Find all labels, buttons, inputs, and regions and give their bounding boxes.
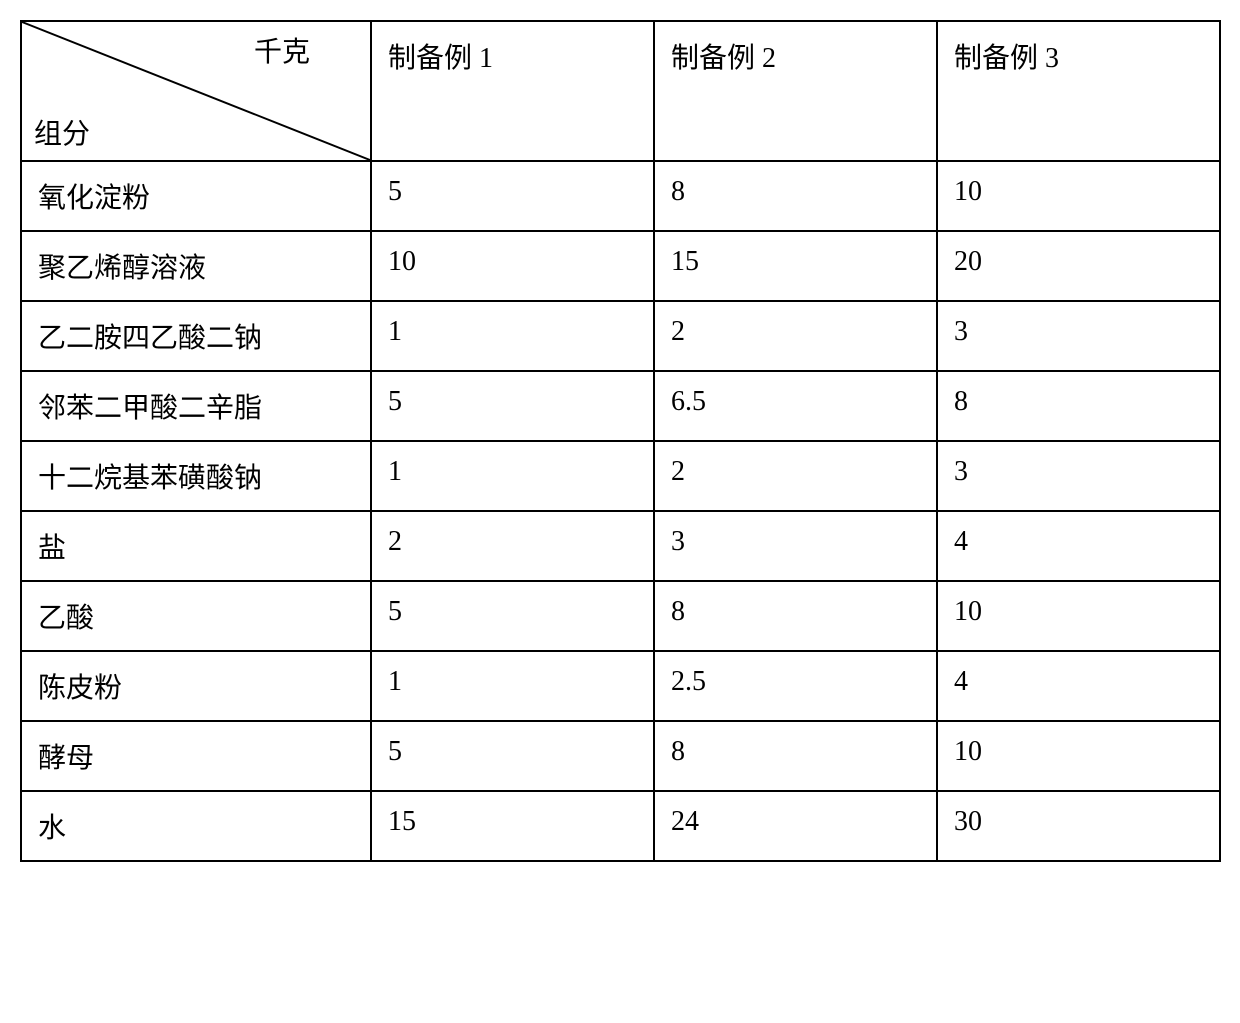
header-bottom-label: 组分 (34, 112, 90, 152)
row-value: 15 (371, 791, 654, 861)
row-label: 氧化淀粉 (21, 161, 371, 231)
row-value: 10 (371, 231, 654, 301)
row-value: 2 (371, 511, 654, 581)
row-value: 10 (937, 721, 1220, 791)
row-label: 盐 (21, 511, 371, 581)
row-value: 1 (371, 301, 654, 371)
row-value: 1 (371, 441, 654, 511)
row-value: 1 (371, 651, 654, 721)
column-header-label: 制备例 1 (388, 43, 493, 74)
table-row: 盐 2 3 4 (21, 511, 1220, 581)
row-label: 乙二胺四乙酸二钠 (21, 301, 371, 371)
table-row: 水 15 24 30 (21, 791, 1220, 861)
row-value: 20 (937, 231, 1220, 301)
row-value: 8 (654, 161, 937, 231)
row-value: 5 (371, 581, 654, 651)
row-value: 8 (654, 721, 937, 791)
row-value: 4 (937, 511, 1220, 581)
table-row: 乙二胺四乙酸二钠 1 2 3 (21, 301, 1220, 371)
row-value: 2 (654, 301, 937, 371)
row-value: 30 (937, 791, 1220, 861)
column-header-label: 制备例 3 (954, 43, 1059, 74)
row-value: 6.5 (654, 371, 937, 441)
column-header-label: 制备例 2 (671, 43, 776, 74)
table-body: 氧化淀粉 5 8 10 聚乙烯醇溶液 10 15 20 乙二胺四乙酸二钠 1 2… (21, 161, 1220, 861)
row-value: 3 (654, 511, 937, 581)
row-value: 10 (937, 581, 1220, 651)
row-value: 10 (937, 161, 1220, 231)
row-value: 15 (654, 231, 937, 301)
row-value: 3 (937, 301, 1220, 371)
row-value: 5 (371, 371, 654, 441)
row-value: 4 (937, 651, 1220, 721)
diagonal-header-cell: 千克 组分 (21, 21, 371, 161)
table-row: 陈皮粉 1 2.5 4 (21, 651, 1220, 721)
row-label: 酵母 (21, 721, 371, 791)
row-value: 2.5 (654, 651, 937, 721)
row-value: 8 (654, 581, 937, 651)
row-label: 聚乙烯醇溶液 (21, 231, 371, 301)
table-row: 聚乙烯醇溶液 10 15 20 (21, 231, 1220, 301)
row-value: 24 (654, 791, 937, 861)
row-value: 8 (937, 371, 1220, 441)
row-value: 2 (654, 441, 937, 511)
row-value: 5 (371, 161, 654, 231)
row-label: 十二烷基苯磺酸钠 (21, 441, 371, 511)
column-header: 制备例 2 (654, 21, 937, 161)
table-row: 邻苯二甲酸二辛脂 5 6.5 8 (21, 371, 1220, 441)
row-label: 乙酸 (21, 581, 371, 651)
table-container: 千克 组分 制备例 1 制备例 2 制备例 3 氧化淀粉 5 8 10 聚乙烯醇… (0, 0, 1240, 882)
row-value: 3 (937, 441, 1220, 511)
table-row: 酵母 5 8 10 (21, 721, 1220, 791)
table-row: 乙酸 5 8 10 (21, 581, 1220, 651)
table-row: 氧化淀粉 5 8 10 (21, 161, 1220, 231)
column-header: 制备例 1 (371, 21, 654, 161)
table-row: 十二烷基苯磺酸钠 1 2 3 (21, 441, 1220, 511)
row-value: 5 (371, 721, 654, 791)
row-label: 水 (21, 791, 371, 861)
column-header: 制备例 3 (937, 21, 1220, 161)
table-header-row: 千克 组分 制备例 1 制备例 2 制备例 3 (21, 21, 1220, 161)
row-label: 陈皮粉 (21, 651, 371, 721)
row-label: 邻苯二甲酸二辛脂 (21, 371, 371, 441)
header-top-label: 千克 (254, 30, 310, 70)
data-table: 千克 组分 制备例 1 制备例 2 制备例 3 氧化淀粉 5 8 10 聚乙烯醇… (20, 20, 1221, 862)
